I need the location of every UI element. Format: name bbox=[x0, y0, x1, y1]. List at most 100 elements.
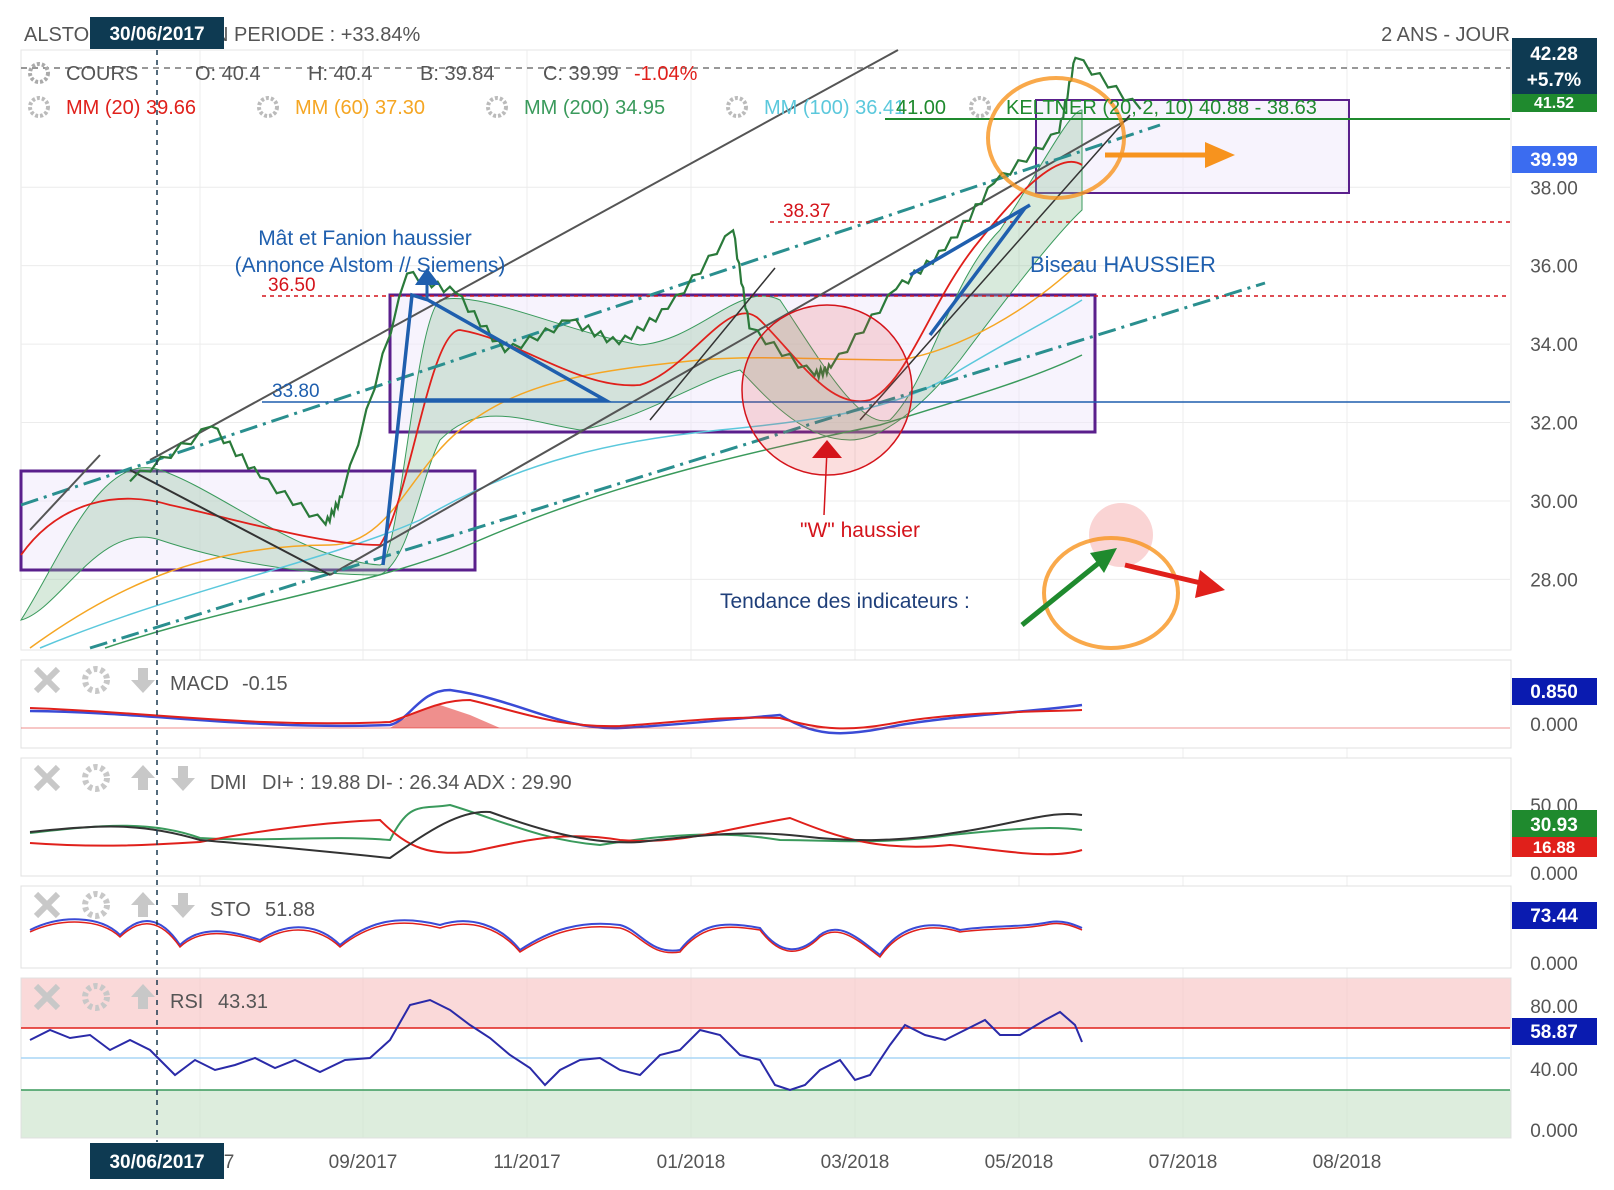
panel-controls bbox=[33, 666, 195, 1011]
level-3650-label: 36.50 bbox=[268, 275, 316, 296]
gear-icon[interactable] bbox=[726, 96, 748, 118]
macd-tag-value: 0.850 bbox=[1530, 682, 1578, 703]
y-tick-label: 30.00 bbox=[1530, 492, 1578, 513]
overlap-value: 41.00 bbox=[896, 97, 946, 119]
high-tag bbox=[1512, 38, 1597, 94]
dmi-red-tag-value: 16.88 bbox=[1533, 838, 1576, 857]
channel-lower-line bbox=[329, 117, 1131, 576]
trend-label: Tendance des indicateurs : bbox=[720, 590, 970, 613]
rsi-zero-label: 0.000 bbox=[1530, 1121, 1578, 1142]
y-tick-label: 28.00 bbox=[1530, 570, 1578, 591]
w-label: "W" haussier bbox=[800, 519, 920, 542]
gear-icon[interactable] bbox=[257, 96, 279, 118]
gear-icon[interactable] bbox=[82, 666, 110, 694]
cursor-date-top bbox=[90, 17, 224, 49]
gear-icon[interactable] bbox=[82, 764, 110, 792]
mm200-legend: MM (200) 34.95 bbox=[524, 97, 665, 119]
macd-histogram bbox=[390, 705, 500, 728]
sto-value: 51.88 bbox=[265, 899, 315, 921]
wedge-lower bbox=[928, 206, 1027, 337]
cours-label: COURS bbox=[66, 63, 138, 85]
x-tick-label: 08/2018 bbox=[1313, 1152, 1382, 1173]
rsi-label: RSI bbox=[170, 991, 203, 1013]
gear-icon[interactable] bbox=[82, 891, 110, 919]
x-tick-label: 11/2017 bbox=[493, 1152, 560, 1173]
macd-signal-line bbox=[29, 698, 1083, 730]
arrow-down-icon[interactable] bbox=[131, 668, 155, 693]
arrow-up-icon[interactable] bbox=[131, 765, 155, 790]
close-icon[interactable] bbox=[33, 666, 61, 694]
cours-change: -1.04% bbox=[634, 63, 698, 85]
level-3837-label: 38.37 bbox=[783, 201, 831, 222]
rsi-80-label: 80.00 bbox=[1530, 997, 1578, 1018]
time-axis: 07/201709/201711/201701/201803/201805/20… bbox=[166, 1152, 1382, 1173]
close-icon[interactable] bbox=[33, 983, 61, 1011]
gear-icon[interactable] bbox=[969, 96, 991, 118]
level-3380-label: 33.80 bbox=[272, 381, 320, 402]
x-tick-label: 09/2017 bbox=[329, 1152, 398, 1173]
mm100-legend: MM (100) 36.41 bbox=[764, 97, 905, 119]
channel-upper-line bbox=[149, 49, 899, 461]
top-orange-circle bbox=[986, 76, 1126, 200]
w-pattern-circle bbox=[741, 304, 913, 476]
channel-dashdot-upper bbox=[20, 123, 1161, 507]
channel-dashdot-lower bbox=[89, 281, 1266, 650]
w-pointer-line bbox=[823, 449, 828, 516]
dmi-zero-label: 0.000 bbox=[1530, 864, 1578, 885]
green-tag-value: 41.52 bbox=[1534, 95, 1574, 112]
price-axis: 28.00 30.00 32.00 34.00 36.00 38.00 bbox=[1530, 178, 1578, 591]
close-icon[interactable] bbox=[33, 764, 61, 792]
y-tick-label: 38.00 bbox=[1530, 178, 1578, 199]
keltner-band bbox=[19, 109, 1083, 621]
support-line-2 bbox=[649, 267, 776, 421]
gear-icon[interactable] bbox=[28, 96, 50, 118]
dmi-red-tag bbox=[1512, 835, 1597, 857]
sto-zero-label: 0.000 bbox=[1530, 954, 1578, 975]
sto-label: STO bbox=[210, 899, 251, 921]
gear-icon[interactable] bbox=[82, 983, 110, 1011]
rsi-line bbox=[29, 998, 1083, 1092]
keltner-legend: KELTNER (20, 2, 10) 40.88 - 38.63 bbox=[1006, 97, 1317, 119]
sto-k-line bbox=[29, 918, 1083, 957]
y-tick-label: 34.00 bbox=[1530, 335, 1578, 356]
dmi-plus-line bbox=[29, 803, 1083, 847]
cursor-date-bottom-text: 30/06/2017 bbox=[109, 1152, 204, 1173]
dmi-green-tag-value: 30.93 bbox=[1530, 815, 1578, 836]
w-arrow-head bbox=[812, 440, 842, 458]
green-up-arrow-head bbox=[1090, 548, 1117, 573]
cours-open: O: 40.4 bbox=[195, 63, 261, 85]
macd-value: -0.15 bbox=[242, 673, 288, 695]
rsi-value: 43.31 bbox=[218, 991, 268, 1013]
close-icon[interactable] bbox=[33, 891, 61, 919]
rsi-40-label: 40.00 bbox=[1530, 1060, 1578, 1081]
mm100-line bbox=[39, 299, 1083, 649]
sto-tag bbox=[1512, 902, 1597, 929]
y-tick-label: 32.00 bbox=[1530, 414, 1578, 435]
cours-close: C: 39.99 bbox=[543, 63, 619, 85]
gear-icon[interactable] bbox=[28, 62, 50, 84]
support-line bbox=[859, 114, 1131, 421]
var-tag-value: +5.7% bbox=[1527, 70, 1582, 91]
range-box-2 bbox=[388, 293, 1097, 434]
flag-label: Mât et Fanion haussier bbox=[258, 227, 472, 250]
flag-line-1 bbox=[129, 469, 331, 576]
sto-tag-value: 73.44 bbox=[1530, 906, 1578, 927]
dmi-panel bbox=[20, 757, 1512, 877]
wedge-label: Biseau HAUSSIER bbox=[1030, 252, 1216, 277]
x-tick-label: 03/2018 bbox=[821, 1152, 890, 1173]
arrow-down-icon[interactable] bbox=[171, 893, 195, 918]
last-tag bbox=[1512, 146, 1597, 173]
rsi-oversold-zone bbox=[21, 1090, 1511, 1138]
gear-icon[interactable] bbox=[486, 96, 508, 118]
macd-panel bbox=[20, 659, 1512, 749]
macd-label: MACD bbox=[170, 673, 229, 695]
arrow-down-icon[interactable] bbox=[171, 766, 195, 791]
cursor-date-top-text: 30/06/2017 bbox=[109, 24, 204, 45]
mm60-legend: MM (60) 37.30 bbox=[295, 97, 425, 119]
price-line bbox=[129, 56, 1142, 527]
arrow-up-icon[interactable] bbox=[131, 892, 155, 917]
mm20-line bbox=[20, 160, 1083, 556]
arrow-up-icon[interactable] bbox=[131, 984, 155, 1009]
flag-sublabel: (Annonce Alstom // Siemens) bbox=[235, 254, 506, 277]
green-tag bbox=[1512, 94, 1597, 112]
